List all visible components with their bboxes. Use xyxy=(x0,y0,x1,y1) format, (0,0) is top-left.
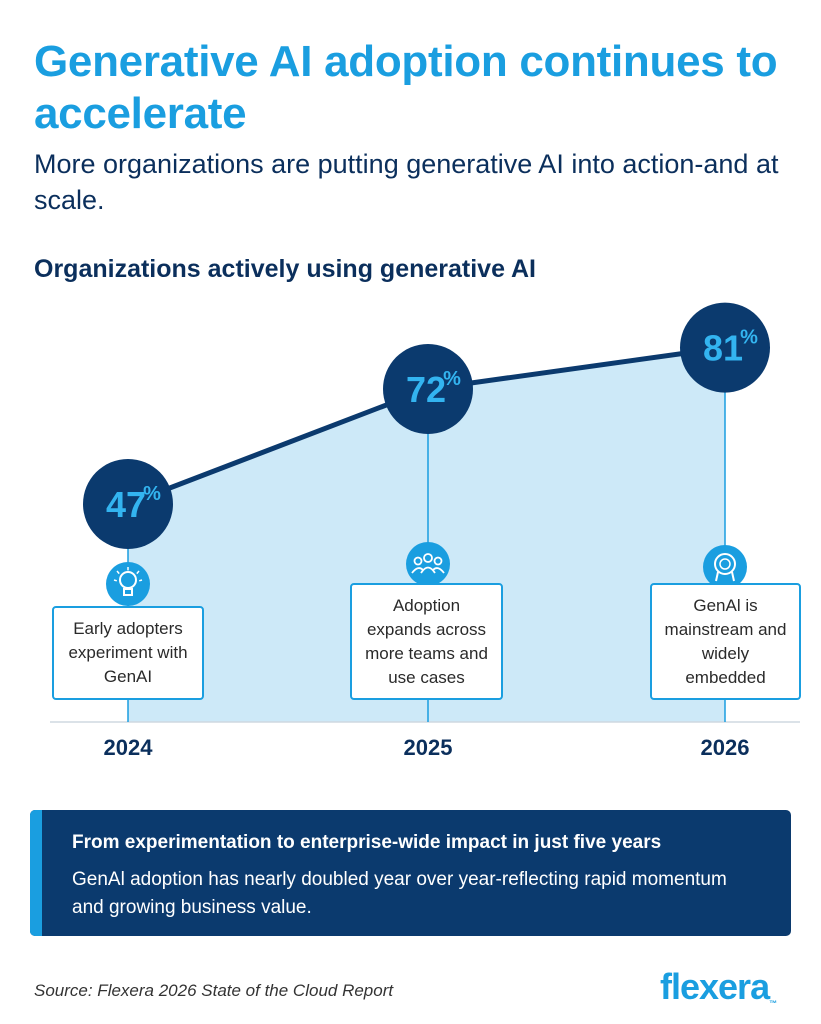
data-label-2024: 47 xyxy=(106,484,146,525)
data-label-2026: 81 xyxy=(703,328,743,369)
data-suffix-2025: % xyxy=(443,368,461,390)
area-fill xyxy=(128,347,725,722)
summary-banner: From experimentation to enterprise-wide … xyxy=(30,810,791,936)
banner-body: GenAl adoption has nearly doubled year o… xyxy=(72,869,727,918)
year-label-2024: 2024 xyxy=(103,735,153,760)
description-box-2024: Early adopters experiment with GenAI xyxy=(52,606,204,700)
page-subtitle: More organizations are putting generativ… xyxy=(34,149,779,215)
page-title: Generative AI adoption continues to acce… xyxy=(34,37,778,138)
chart-title: Organizations actively using generative … xyxy=(34,255,537,283)
data-point-2025 xyxy=(383,344,473,434)
award-badge-icon xyxy=(703,545,747,589)
description-box-2025: Adoption expands across more teams and u… xyxy=(350,583,503,700)
lightbulb-brain-icon xyxy=(106,562,150,606)
banner-title: From experimentation to enterprise-wide … xyxy=(72,832,662,853)
data-suffix-2026: % xyxy=(740,327,758,349)
data-point-2026 xyxy=(680,302,770,393)
description-box-2026: GenAl is mainstream and widely embedded xyxy=(650,583,801,700)
year-label-2025: 2025 xyxy=(403,735,453,760)
banner-accent xyxy=(30,810,42,936)
data-suffix-2024: % xyxy=(143,483,161,505)
data-point-2024 xyxy=(83,459,173,549)
flexera-logo: flexera™ xyxy=(660,966,777,1008)
group-icon xyxy=(406,542,450,586)
data-label-2025: 72 xyxy=(406,369,446,410)
source-note: Source: Flexera 2026 State of the Cloud … xyxy=(34,981,394,1000)
year-label-2026: 2026 xyxy=(700,735,750,760)
